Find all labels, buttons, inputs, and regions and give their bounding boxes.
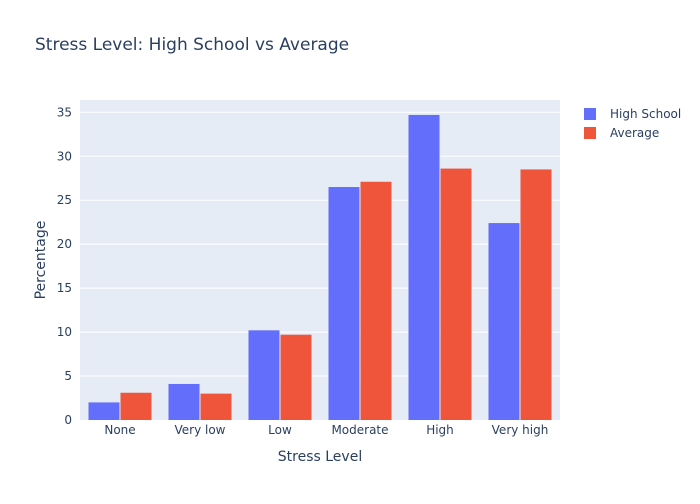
legend-label: Average <box>610 126 659 140</box>
y-tick-label: 5 <box>64 369 72 383</box>
bar-high-school-low[interactable] <box>248 330 280 420</box>
x-tick-label: None <box>104 423 135 437</box>
x-tick-label: Very low <box>175 423 226 437</box>
y-tick-label: 30 <box>57 149 72 163</box>
gridlines <box>80 111 560 377</box>
x-tick-label: Low <box>268 423 292 437</box>
bar-average-none[interactable] <box>120 392 152 420</box>
plot-area <box>80 100 560 420</box>
x-tick-label: High <box>426 423 454 437</box>
x-axis-title: Stress Level <box>278 449 362 465</box>
bar-average-moderate[interactable] <box>360 181 392 420</box>
y-tick-label: 10 <box>57 325 72 339</box>
bar-average-low[interactable] <box>280 334 312 420</box>
bar-high-school-very-low[interactable] <box>168 383 200 420</box>
y-axis-ticks: 0 5 10 15 20 25 30 35 <box>57 105 72 427</box>
legend-item-average[interactable]: Average <box>584 126 659 140</box>
y-tick-label: 25 <box>57 193 72 207</box>
chart-title: Stress Level: High School vs Average <box>35 35 349 55</box>
legend[interactable]: High School Average <box>584 107 681 140</box>
legend-swatch <box>584 108 596 120</box>
legend-item-high-school[interactable]: High School <box>584 107 681 121</box>
x-tick-label: Moderate <box>331 423 388 437</box>
bar-high-school-high[interactable] <box>408 114 440 420</box>
bar-average-very-high[interactable] <box>520 169 552 420</box>
bar-average-high[interactable] <box>440 168 472 420</box>
y-axis-title: Percentage <box>33 221 49 300</box>
y-tick-label: 20 <box>57 237 72 251</box>
x-tick-label: Very high <box>492 423 549 437</box>
bar-average-very-low[interactable] <box>200 393 232 420</box>
bars[interactable] <box>88 114 552 420</box>
legend-label: High School <box>610 107 681 121</box>
y-tick-label: 35 <box>57 105 72 119</box>
bar-high-school-very-high[interactable] <box>488 223 520 420</box>
x-axis-ticks: None Very low Low Moderate High Very high <box>104 423 548 437</box>
y-tick-label: 15 <box>57 281 72 295</box>
y-tick-label: 0 <box>64 413 72 427</box>
bar-high-school-none[interactable] <box>88 402 120 420</box>
bar-high-school-moderate[interactable] <box>328 187 360 420</box>
legend-swatch <box>584 127 596 139</box>
